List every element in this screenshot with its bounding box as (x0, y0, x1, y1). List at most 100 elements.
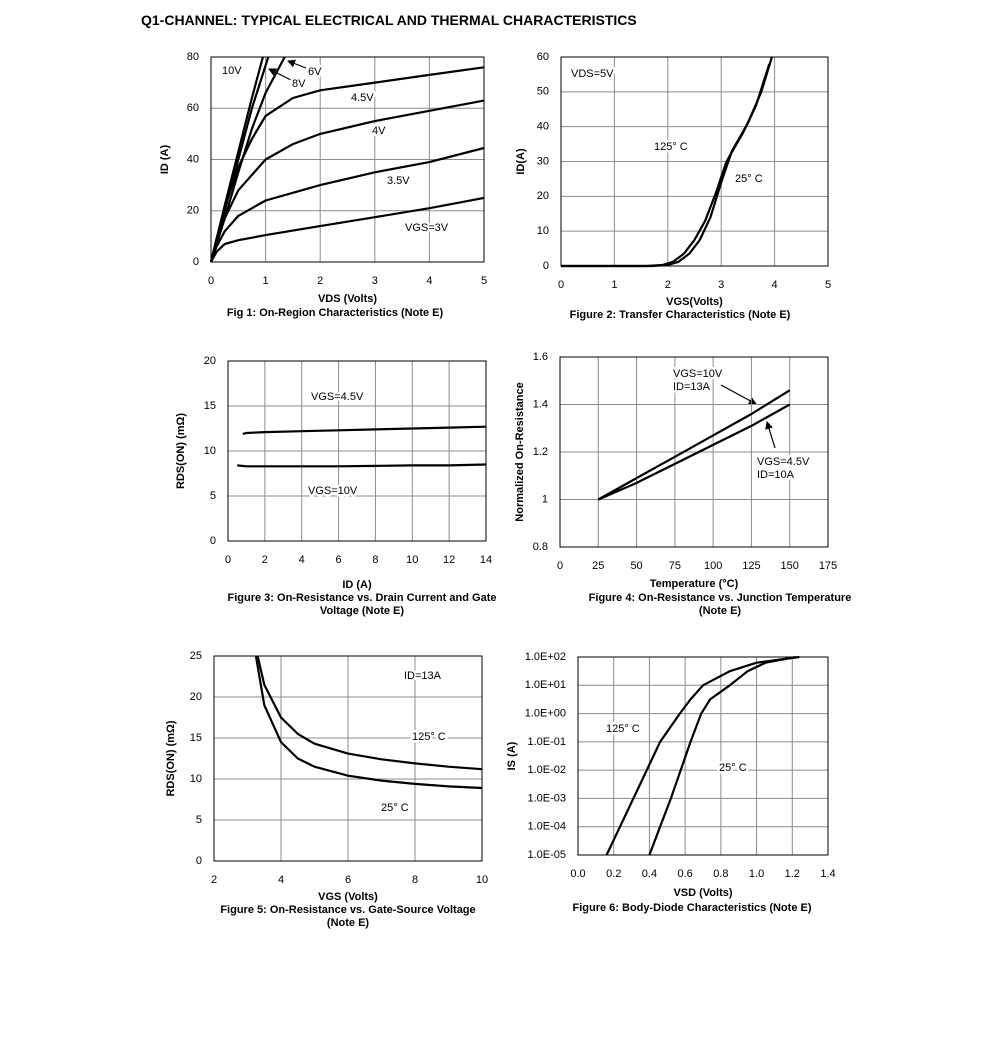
x-tick-label: 10 (476, 874, 488, 886)
figure-caption: Figure 6: Body-Diode Characteristics (No… (572, 902, 812, 914)
y-tick-label: 1.4 (533, 398, 548, 410)
y-tick-label: 60 (537, 51, 549, 63)
series-label: 4.5V (351, 92, 374, 104)
series-label: 4V (372, 125, 386, 137)
x-tick-label: 8 (372, 554, 378, 566)
arrows (268, 59, 776, 449)
y-tick-label: 1.0E-02 (527, 764, 566, 776)
y-tick-label: 10 (537, 225, 549, 237)
series-label: 25° C (719, 762, 747, 774)
y-tick-label: 0 (543, 260, 549, 272)
y-axis-label: IS (A) (506, 741, 518, 770)
x-tick-label: 1 (611, 279, 617, 291)
y-tick-label: 60 (187, 102, 199, 114)
x-tick-label: 0.8 (713, 868, 728, 880)
x-axis-label: VDS (Volts) (318, 293, 377, 305)
x-tick-label: 10 (406, 554, 418, 566)
annotation: ID=13A (404, 670, 442, 682)
y-axis-label: ID(A) (515, 148, 527, 175)
x-tick-label: 6 (345, 874, 351, 886)
series-label: 8V (292, 78, 306, 90)
x-tick-label: 3 (372, 275, 378, 287)
y-tick-label: 5 (196, 814, 202, 826)
y-tick-label: 1.0E-05 (527, 849, 566, 861)
x-tick-label: 175 (819, 560, 837, 572)
x-axis-label: Temperature (°C) (650, 578, 739, 590)
y-tick-label: 10 (204, 445, 216, 457)
y-tick-label: 20 (537, 190, 549, 202)
x-tick-label: 5 (481, 275, 487, 287)
arrow (268, 68, 292, 81)
series-label: VGS=4.5V (757, 456, 810, 468)
x-tick-label: 0.6 (677, 868, 692, 880)
plot-frame (559, 356, 829, 548)
y-tick-label: 10 (190, 773, 202, 785)
series-line (648, 655, 797, 856)
series-condition: ID=13A (673, 381, 711, 393)
series-line (256, 655, 483, 771)
series-condition: ID=10A (757, 469, 795, 481)
arrow (720, 384, 757, 405)
y-tick-label: 20 (190, 691, 202, 703)
x-tick-label: 12 (443, 554, 455, 566)
x-tick-label: 1.0 (749, 868, 764, 880)
y-tick-label: 25 (190, 650, 202, 662)
y-tick-label: 50 (537, 86, 549, 98)
x-tick-label: 14 (480, 554, 492, 566)
x-tick-label: 0.2 (606, 868, 621, 880)
x-tick-label: 2 (211, 874, 217, 886)
series-line (209, 146, 485, 263)
y-tick-label: 40 (537, 121, 549, 133)
x-tick-label: 2 (262, 554, 268, 566)
y-tick-label: 1.0E-03 (527, 792, 566, 804)
plot-frame (560, 56, 829, 267)
series-label: VGS=10V (308, 485, 358, 497)
x-tick-label: 0.0 (570, 868, 585, 880)
annotation: VDS=5V (571, 68, 614, 80)
x-tick-label: 100 (704, 560, 722, 572)
series-label: 6V (308, 66, 322, 78)
series-label: VGS=10V (673, 368, 723, 380)
x-tick-label: 25 (592, 560, 604, 572)
x-tick-label: 8 (412, 874, 418, 886)
y-tick-label: 1.6 (533, 351, 548, 363)
series-line (209, 99, 485, 263)
y-tick-label: 80 (187, 51, 199, 63)
x-tick-label: 4 (426, 275, 432, 287)
figure-caption: Figure 2: Transfer Characteristics (Note… (569, 309, 791, 321)
plot-frame (213, 655, 483, 862)
y-tick-label: 15 (190, 732, 202, 744)
y-tick-label: 20 (204, 355, 216, 367)
arrow (765, 421, 776, 449)
x-tick-label: 4 (278, 874, 284, 886)
series-line (605, 655, 800, 856)
series-line (209, 66, 485, 263)
x-axis-label: ID (A) (342, 579, 372, 591)
x-axis-label: VGS (Volts) (318, 891, 378, 903)
x-tick-label: 150 (781, 560, 799, 572)
x-tick-label: 125 (742, 560, 760, 572)
x-tick-label: 75 (669, 560, 681, 572)
x-tick-label: 1.2 (785, 868, 800, 880)
y-axis-label: Normalized On-Resistance (514, 382, 526, 521)
x-axis-label: VGS(Volts) (666, 296, 723, 308)
figure-caption: Figure 4: On-Resistance vs. Junction Tem… (588, 592, 852, 617)
y-tick-label: 5 (210, 490, 216, 502)
series-label: 10V (222, 65, 242, 77)
x-tick-label: 0 (225, 554, 231, 566)
y-tick-label: 0.8 (533, 541, 548, 553)
x-tick-label: 5 (825, 279, 831, 291)
series-line (597, 403, 791, 501)
y-axis-label: ID (A) (159, 145, 171, 175)
y-tick-label: 15 (204, 400, 216, 412)
figure-caption: Figure 3: On-Resistance vs. Drain Curren… (227, 592, 497, 617)
y-tick-label: 20 (187, 205, 199, 217)
series-label: 25° C (381, 802, 409, 814)
y-tick-label: 1.0E-01 (527, 736, 566, 748)
y-tick-label: 0 (193, 256, 199, 268)
y-axis-label: RDS(ON) (mΩ) (175, 413, 187, 489)
x-tick-label: 4 (772, 279, 778, 291)
x-tick-label: 0 (208, 275, 214, 287)
series-line (254, 655, 483, 790)
